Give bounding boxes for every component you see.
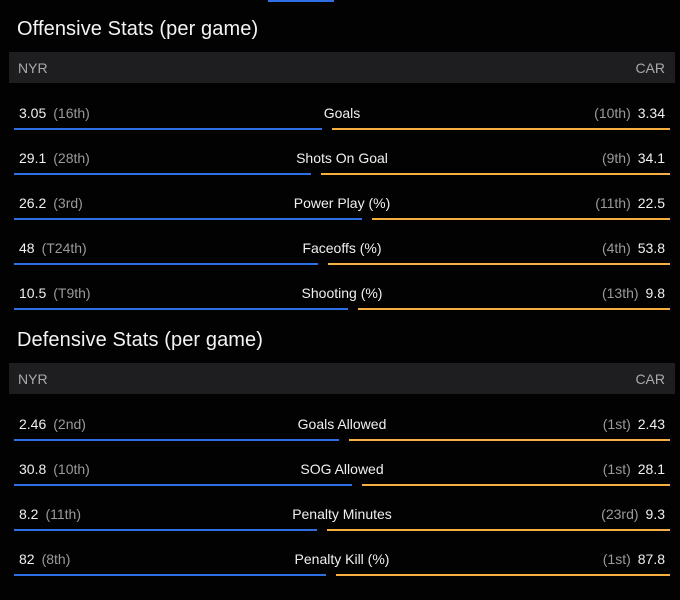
offensive-team-header: NYR CAR — [9, 52, 675, 83]
away-comparison-bar — [362, 484, 670, 486]
away-value: 9.8 — [645, 285, 665, 301]
away-rank: (10th) — [594, 105, 631, 121]
away-comparison-bar — [358, 308, 670, 310]
home-rank: (3rd) — [53, 195, 83, 211]
away-stat-value: (9th) 34.1 — [602, 150, 665, 166]
away-value: 34.1 — [637, 150, 665, 166]
home-rank: (16th) — [53, 105, 90, 121]
stat-label: SOG Allowed — [300, 461, 384, 477]
away-stat-value: (11th) 22.5 — [595, 195, 665, 211]
home-stat-value: 82 (8th) — [19, 551, 70, 567]
home-rank: (10th) — [53, 461, 90, 477]
home-stat-value: 10.5 (T9th) — [19, 285, 91, 301]
away-stat-value: (4th) 53.8 — [602, 240, 665, 256]
away-stat-value: (23rd) 9.3 — [601, 506, 665, 522]
stat-label: Power Play (%) — [293, 195, 391, 211]
home-value: 10.5 — [19, 285, 47, 301]
away-stat-value: (10th) 3.34 — [594, 105, 665, 121]
home-stat-value: 8.2 (11th) — [19, 506, 81, 522]
away-comparison-bar — [321, 173, 670, 175]
home-value: 8.2 — [19, 506, 39, 522]
home-stat-value: 30.8 (10th) — [19, 461, 90, 477]
stat-label: Penalty Kill (%) — [294, 551, 390, 567]
defensive-stats-title: Defensive Stats (per game) — [17, 329, 264, 351]
home-comparison-bar — [14, 439, 339, 441]
away-rank: (1st) — [602, 551, 631, 567]
away-stat-value: (1st) 28.1 — [603, 461, 665, 477]
home-stat-value: 26.2 (3rd) — [19, 195, 83, 211]
away-value: 9.3 — [645, 506, 665, 522]
home-comparison-bar — [14, 484, 352, 486]
stat-row: 82 (8th) Penalty Kill (%) (1st) 87.8 — [14, 541, 670, 586]
home-comparison-bar — [14, 529, 317, 531]
home-comparison-bar — [14, 173, 311, 175]
stat-row: 29.1 (28th) Shots On Goal (9th) 34.1 — [14, 140, 670, 185]
defensive-team-header: NYR CAR — [9, 363, 675, 394]
away-rank: (4th) — [601, 240, 631, 256]
away-rank: (1st) — [602, 461, 631, 477]
home-value: 48 — [19, 240, 35, 256]
away-comparison-bar — [349, 439, 670, 441]
home-comparison-bar — [14, 308, 348, 310]
stat-label: Penalty Minutes — [292, 506, 392, 522]
away-comparison-bar — [327, 529, 670, 531]
away-value: 3.34 — [637, 105, 665, 121]
home-stat-value: 3.05 (16th) — [19, 105, 90, 121]
home-team-abbr: NYR — [18, 371, 48, 387]
stat-label: Shots On Goal — [296, 150, 388, 166]
home-rank: (8th) — [41, 551, 71, 567]
away-comparison-bar — [332, 128, 670, 130]
away-stat-value: (1st) 2.43 — [603, 416, 665, 432]
away-stat-value: (1st) 87.8 — [603, 551, 665, 567]
home-rank: (11th) — [45, 506, 82, 522]
home-rank: (28th) — [53, 150, 90, 166]
home-comparison-bar — [14, 574, 326, 576]
stat-row: 8.2 (11th) Penalty Minutes (23rd) 9.3 — [14, 496, 670, 541]
away-value: 22.5 — [637, 195, 665, 211]
away-rank: (13th) — [601, 285, 639, 301]
stat-row: 26.2 (3rd) Power Play (%) (11th) 22.5 — [14, 185, 670, 230]
stat-row: 3.05 (16th) Goals (10th) 3.34 — [14, 95, 670, 140]
home-comparison-bar — [14, 128, 322, 130]
away-rank: (9th) — [601, 150, 631, 166]
stat-label: Faceoffs (%) — [302, 240, 382, 256]
home-value: 30.8 — [19, 461, 47, 477]
home-comparison-bar — [14, 218, 362, 220]
away-rank: (23rd) — [601, 506, 639, 522]
away-value: 2.43 — [637, 416, 665, 432]
home-rank: (T24th) — [41, 240, 87, 256]
home-value: 3.05 — [19, 105, 47, 121]
home-value: 26.2 — [19, 195, 47, 211]
stat-label: Goals — [323, 105, 361, 121]
away-value: 87.8 — [637, 551, 665, 567]
away-team-abbr: CAR — [635, 371, 665, 387]
home-rank: (T9th) — [53, 285, 91, 301]
away-rank: (11th) — [595, 195, 631, 211]
home-value: 82 — [19, 551, 35, 567]
home-team-abbr: NYR — [18, 60, 48, 76]
away-rank: (1st) — [602, 416, 631, 432]
home-value: 2.46 — [19, 416, 47, 432]
away-value: 53.8 — [637, 240, 665, 256]
stat-row: 48 (T24th) Faceoffs (%) (4th) 53.8 — [14, 230, 670, 275]
stat-label: Goals Allowed — [297, 416, 387, 432]
stat-label: Shooting (%) — [301, 285, 383, 301]
stat-row: 30.8 (10th) SOG Allowed (1st) 28.1 — [14, 451, 670, 496]
home-comparison-bar — [14, 263, 318, 265]
away-comparison-bar — [372, 218, 670, 220]
home-stat-value: 48 (T24th) — [19, 240, 87, 256]
away-team-abbr: CAR — [635, 60, 665, 76]
stat-row: 2.46 (2nd) Goals Allowed (1st) 2.43 — [14, 406, 670, 451]
away-comparison-bar — [328, 263, 670, 265]
home-stat-value: 2.46 (2nd) — [19, 416, 86, 432]
home-value: 29.1 — [19, 150, 47, 166]
home-stat-value: 29.1 (28th) — [19, 150, 90, 166]
stat-row: 10.5 (T9th) Shooting (%) (13th) 9.8 — [14, 275, 670, 320]
away-comparison-bar — [336, 574, 670, 576]
offensive-stats-title: Offensive Stats (per game) — [17, 18, 259, 40]
active-tab-indicator — [268, 0, 334, 2]
away-stat-value: (13th) 9.8 — [602, 285, 665, 301]
home-rank: (2nd) — [53, 416, 86, 432]
away-value: 28.1 — [637, 461, 665, 477]
